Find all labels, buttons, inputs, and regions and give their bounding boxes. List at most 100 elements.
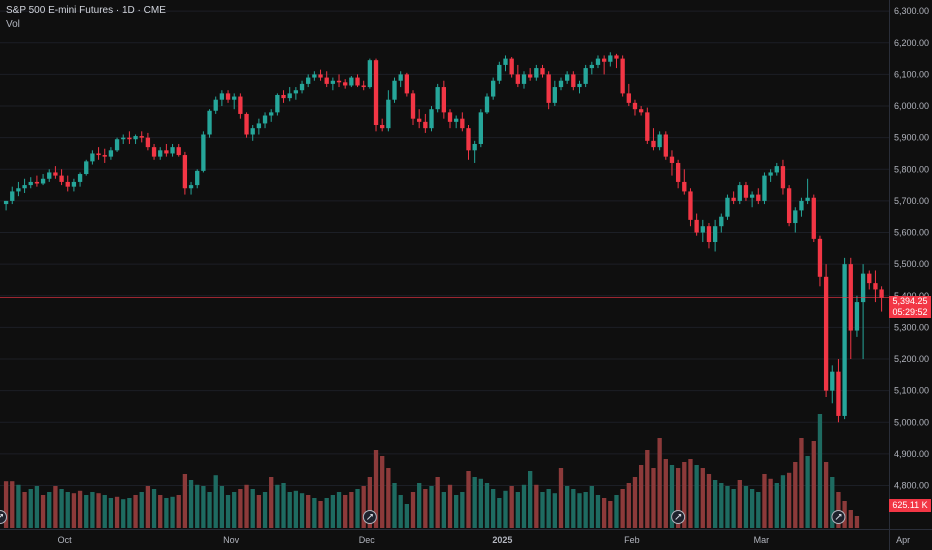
volume-bar [90, 492, 95, 528]
volume-bar [312, 498, 317, 528]
candle-down [756, 194, 761, 201]
candle-up [398, 74, 403, 81]
candle-up [10, 191, 15, 201]
volume-bar [225, 495, 231, 528]
volume-bar [349, 492, 354, 528]
price-tick-label: 6,200.00 [894, 38, 929, 48]
price-axis-background [889, 0, 932, 550]
candle-up [491, 80, 496, 97]
volume-bar [244, 484, 249, 528]
volume-bar [373, 450, 379, 528]
candle-down [528, 74, 533, 78]
candle-up [250, 128, 255, 135]
volume-bar [201, 486, 206, 528]
volume-bar [299, 493, 305, 528]
volume-bar [330, 495, 336, 528]
candle-down [645, 112, 650, 141]
candle-up [497, 64, 502, 81]
volume-bars [3, 414, 860, 528]
candle-down [281, 94, 286, 99]
candle-down [682, 181, 687, 192]
price-tick-label: 6,300.00 [894, 6, 929, 16]
candle-down [509, 58, 514, 75]
candle-up [3, 200, 9, 205]
volume-bar [743, 486, 749, 528]
candle-up [429, 109, 434, 129]
event-marker-icon [831, 510, 846, 524]
candle-up [22, 185, 27, 189]
volume-bar [601, 498, 607, 528]
candle-up [386, 99, 391, 129]
event-markers[interactable] [0, 510, 846, 524]
candle-down [626, 93, 631, 103]
volume-bar [380, 456, 385, 528]
candle-down [225, 93, 231, 100]
candle-up [349, 77, 354, 86]
volume-bar [355, 489, 360, 528]
candle-down [164, 150, 169, 154]
candle-up [367, 60, 373, 88]
candle-down [601, 58, 607, 62]
volume-bar [497, 498, 502, 528]
candle-up [28, 181, 33, 186]
volume-bar [725, 486, 730, 528]
time-tick-label: 2025 [492, 535, 512, 545]
candle-down [145, 137, 151, 148]
candle-up [484, 96, 490, 113]
candle-down [127, 137, 132, 140]
time-axis[interactable]: OctNovDec2025FebMarAprMa [0, 529, 932, 546]
volume-bar [688, 459, 693, 528]
candle-down [182, 155, 188, 189]
candle-down [361, 85, 366, 88]
candle-down [688, 191, 693, 220]
time-tick-label: Feb [624, 535, 640, 545]
volume-bar [712, 480, 718, 528]
volume-bar [164, 498, 169, 528]
candle-down [651, 140, 656, 148]
volume-bar [589, 486, 594, 528]
volume-bar [614, 495, 619, 528]
candle-down [638, 109, 644, 113]
candle-down [675, 162, 681, 182]
candle-up [108, 150, 114, 157]
volume-bar [577, 493, 582, 528]
volume-bar [460, 492, 465, 528]
price-tick-label: 5,600.00 [894, 228, 929, 238]
price-axis[interactable]: 6,300.00 6,200.00 6,100.00 6,000.00 5,900.00… [889, 0, 932, 550]
volume-bar [503, 490, 508, 528]
candle-up [207, 110, 212, 135]
volume-bar [22, 492, 27, 528]
volume-bar [127, 498, 132, 528]
candle-up [799, 200, 804, 211]
candle-up [201, 134, 206, 171]
candle-down [336, 80, 342, 83]
volume-bar [719, 483, 724, 528]
event-marker-icon [0, 510, 7, 524]
candle-down [59, 175, 64, 182]
candle-down [694, 219, 699, 233]
volume-legend-label: Vol [6, 19, 20, 30]
candle-down [867, 273, 872, 284]
price-tick-label: 5,200.00 [894, 354, 929, 364]
candle-down [780, 166, 786, 189]
candle-up [725, 197, 730, 217]
candle-down [571, 74, 576, 88]
symbol-title[interactable]: S&P 500 E-mini Futures · 1D · CME [6, 5, 166, 16]
candle-up [842, 264, 847, 416]
candle-down [879, 289, 884, 298]
volume-bar [423, 489, 428, 528]
candle-up [478, 112, 483, 144]
volume-bar [417, 483, 422, 528]
candle-down [620, 58, 625, 94]
volume-bar [645, 450, 650, 528]
volume-bar [336, 492, 342, 528]
volume-bar [546, 489, 551, 528]
volume-bar [484, 483, 490, 528]
candle-down [466, 128, 471, 151]
event-marker-arrow [675, 514, 682, 520]
event-marker-arrow [0, 514, 3, 518]
candle-down [65, 181, 70, 187]
candle-up [762, 175, 767, 201]
candle-down [460, 118, 465, 129]
